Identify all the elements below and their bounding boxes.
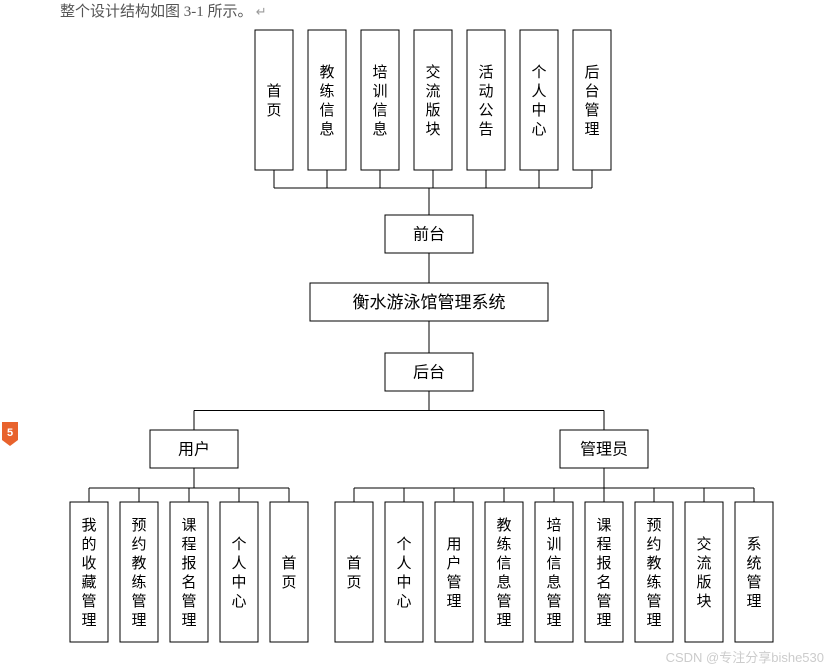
- top-node: 后台管理: [573, 30, 611, 170]
- top-node: 个人中心: [520, 30, 558, 170]
- svg-text:管理员: 管理员: [580, 441, 628, 459]
- admin-child-node: 用户管理: [435, 502, 473, 642]
- svg-text:衡水游泳馆管理系统: 衡水游泳馆管理系统: [353, 293, 506, 312]
- svg-text:5: 5: [7, 427, 13, 439]
- admin-node: 管理员: [560, 430, 648, 468]
- admin-child-node: 预约教练管理: [635, 502, 673, 642]
- admin-child-node: 个人中心: [385, 502, 423, 642]
- user-child-node: 我的收藏管理: [70, 502, 108, 642]
- user-child-node: 预约教练管理: [120, 502, 158, 642]
- svg-text:前台: 前台: [413, 226, 445, 244]
- svg-text:后台: 后台: [413, 364, 445, 382]
- user-node: 用户: [150, 430, 238, 468]
- watermark: CSDN @专注分享bishe530: [666, 647, 824, 666]
- root-node: 衡水游泳馆管理系统: [310, 283, 548, 321]
- top-node: 首页: [255, 30, 293, 170]
- admin-child-node: 首页: [335, 502, 373, 642]
- admin-child-node: 交流版块: [685, 502, 723, 642]
- user-child-node: 课程报名管理: [170, 502, 208, 642]
- top-node: 培训信息: [361, 30, 399, 170]
- admin-child-node: 教练信息管理: [485, 502, 523, 642]
- user-child-node: 首页: [270, 502, 308, 642]
- user-child-node: 个人中心: [220, 502, 258, 642]
- front-node: 前台: [385, 215, 473, 253]
- top-node: 教练信息: [308, 30, 346, 170]
- top-node: 活动公告: [467, 30, 505, 170]
- admin-child-node: 培训信息管理: [535, 502, 573, 642]
- admin-child-node: 系统管理: [735, 502, 773, 642]
- structure-diagram: 首页教练信息培训信息交流版块活动公告个人中心后台管理前台衡水游泳馆管理系统后台用…: [0, 0, 834, 671]
- svg-text:用户: 用户: [178, 441, 210, 459]
- admin-child-node: 课程报名管理: [585, 502, 623, 642]
- top-node: 交流版块: [414, 30, 452, 170]
- side-badge-icon: 5: [0, 420, 20, 448]
- back-node: 后台: [385, 353, 473, 391]
